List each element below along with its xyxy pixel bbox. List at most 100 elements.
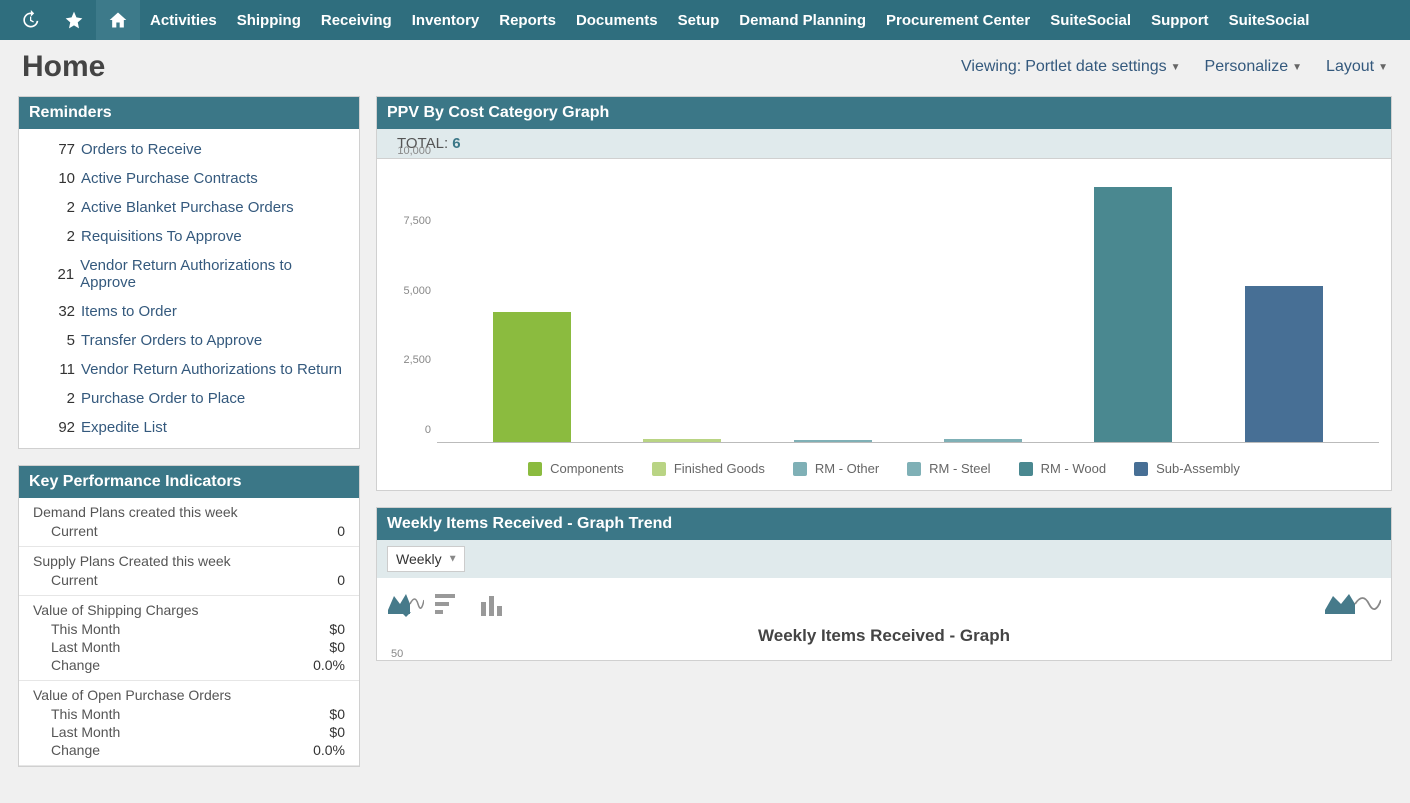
legend-label: Sub-Assembly (1156, 461, 1240, 476)
kpi-group: Value of Open Purchase OrdersThis Month$… (19, 681, 359, 766)
legend-item[interactable]: Components (528, 461, 624, 476)
personalize-button[interactable]: Personalize ▼ (1205, 58, 1303, 76)
legend-item[interactable]: Finished Goods (652, 461, 765, 476)
trend-period-value: Weekly (396, 551, 442, 567)
nav-item-reports[interactable]: Reports (489, 0, 566, 40)
reminder-item[interactable]: 32 Items to Order (19, 297, 359, 326)
reminder-link[interactable]: Requisitions To Approve (81, 228, 242, 245)
trend-view-icons (377, 578, 1391, 620)
reminder-link[interactable]: Vendor Return Authorizations to Return (81, 361, 342, 378)
kpi-header: Key Performance Indicators (19, 466, 359, 498)
nav-item-procurement-center[interactable]: Procurement Center (876, 0, 1040, 40)
legend-swatch (1134, 462, 1148, 476)
home-icon[interactable] (96, 0, 140, 40)
legend-item[interactable]: RM - Other (793, 461, 879, 476)
kpi-value: 0.0% (313, 742, 345, 758)
chevron-down-icon: ▼ (1171, 62, 1181, 73)
legend-label: Components (550, 461, 624, 476)
reminder-link[interactable]: Transfer Orders to Approve (81, 332, 262, 349)
header-controls: Viewing: Portlet date settings ▼ Persona… (961, 58, 1388, 76)
legend-swatch (528, 462, 542, 476)
reminder-count: 32 (47, 303, 75, 320)
reminder-count: 5 (47, 332, 75, 349)
bar-chart-icon[interactable] (475, 586, 513, 616)
kpi-portlet: Key Performance Indicators Demand Plans … (18, 465, 360, 767)
chart-bar[interactable] (1094, 187, 1172, 442)
chevron-down-icon: ▼ (1292, 62, 1302, 73)
nav-item-suitesocial[interactable]: SuiteSocial (1219, 0, 1320, 40)
chart-bar[interactable] (1245, 286, 1323, 442)
ppv-chart-container: 02,5005,0007,50010,000 ComponentsFinishe… (377, 159, 1391, 490)
area-chart-large-icon[interactable] (1325, 586, 1381, 616)
reminder-link[interactable]: Vendor Return Authorizations to Approve (80, 257, 343, 291)
reminder-count: 11 (47, 361, 75, 378)
reminder-count: 10 (47, 170, 75, 187)
nav-item-documents[interactable]: Documents (566, 0, 668, 40)
reminder-item[interactable]: 92Expedite List (19, 413, 359, 442)
y-tick: 5,000 (403, 285, 431, 297)
trend-portlet: Weekly Items Received - Graph Trend Week… (376, 507, 1392, 661)
legend-item[interactable]: RM - Wood (1019, 461, 1107, 476)
y-tick: 2,500 (403, 354, 431, 366)
chart-bar[interactable] (493, 312, 571, 442)
chart-bar[interactable] (944, 439, 1022, 442)
nav-item-activities[interactable]: Activities (140, 0, 227, 40)
kpi-title: Supply Plans Created this week (33, 551, 345, 571)
layout-button[interactable]: Layout ▼ (1326, 58, 1388, 76)
nav-item-setup[interactable]: Setup (668, 0, 730, 40)
kpi-group: Demand Plans created this weekCurrent0 (19, 498, 359, 547)
kpi-row: Last Month$0 (33, 723, 345, 741)
chart-bar[interactable] (794, 440, 872, 442)
reminder-link[interactable]: Items to Order (81, 303, 177, 320)
nav-item-support[interactable]: Support (1141, 0, 1219, 40)
page-header: Home Viewing: Portlet date settings ▼ Pe… (0, 40, 1410, 88)
reminder-link[interactable]: Purchase Order to Place (81, 390, 245, 407)
area-chart-icon[interactable] (387, 586, 425, 616)
legend-swatch (652, 462, 666, 476)
reminders-portlet: Reminders 77Orders to Receive10Active Pu… (18, 96, 360, 449)
reminder-item[interactable]: 77Orders to Receive (19, 135, 359, 164)
kpi-row: This Month$0 (33, 705, 345, 723)
nav-item-inventory[interactable]: Inventory (402, 0, 490, 40)
reminder-item[interactable]: 2Purchase Order to Place (19, 384, 359, 413)
reminder-link[interactable]: Active Purchase Contracts (81, 170, 258, 187)
page-title: Home (22, 50, 105, 84)
nav-item-shipping[interactable]: Shipping (227, 0, 311, 40)
layout-label: Layout (1326, 58, 1374, 76)
star-icon[interactable] (52, 0, 96, 40)
reminder-item[interactable]: 2Active Blanket Purchase Orders (19, 193, 359, 222)
history-icon[interactable] (8, 0, 52, 40)
reminder-item[interactable]: 21 Vendor Return Authorizations to Approv… (19, 251, 359, 297)
kpi-value: $0 (329, 639, 345, 655)
nav-items: ActivitiesShippingReceivingInventoryRepo… (140, 0, 1319, 40)
reminder-link[interactable]: Expedite List (81, 419, 167, 436)
kpi-row: Change0.0% (33, 656, 345, 674)
reminder-count: 21 (47, 266, 74, 283)
nav-item-receiving[interactable]: Receiving (311, 0, 402, 40)
nav-item-demand-planning[interactable]: Demand Planning (729, 0, 876, 40)
reminder-item[interactable]: 5 Transfer Orders to Approve (19, 326, 359, 355)
reminder-item[interactable]: 11 Vendor Return Authorizations to Return (19, 355, 359, 384)
y-tick: 7,500 (403, 215, 431, 227)
trend-y-label: 50 (377, 648, 1391, 660)
reminder-item[interactable]: 10 Active Purchase Contracts (19, 164, 359, 193)
kpi-title: Value of Shipping Charges (33, 600, 345, 620)
reminder-link[interactable]: Orders to Receive (81, 141, 202, 158)
legend-item[interactable]: RM - Steel (907, 461, 990, 476)
kpi-value: 0 (337, 572, 345, 588)
trend-period-select[interactable]: Weekly ▼ (387, 546, 465, 572)
ppv-total: TOTAL: 6 (377, 129, 1391, 159)
list-view-icon[interactable] (431, 586, 469, 616)
reminder-link[interactable]: Active Blanket Purchase Orders (81, 199, 294, 216)
legend-label: Finished Goods (674, 461, 765, 476)
nav-item-suitesocial[interactable]: SuiteSocial (1040, 0, 1141, 40)
reminder-item[interactable]: 2Requisitions To Approve (19, 222, 359, 251)
ppv-chart-header: PPV By Cost Category Graph (377, 97, 1391, 129)
trend-toolbar: Weekly ▼ (377, 540, 1391, 578)
legend-label: RM - Other (815, 461, 879, 476)
kpi-value: $0 (329, 621, 345, 637)
chart-bar[interactable] (643, 439, 721, 442)
kpi-label: This Month (51, 706, 120, 722)
viewing-selector[interactable]: Viewing: Portlet date settings ▼ (961, 58, 1181, 76)
legend-item[interactable]: Sub-Assembly (1134, 461, 1240, 476)
